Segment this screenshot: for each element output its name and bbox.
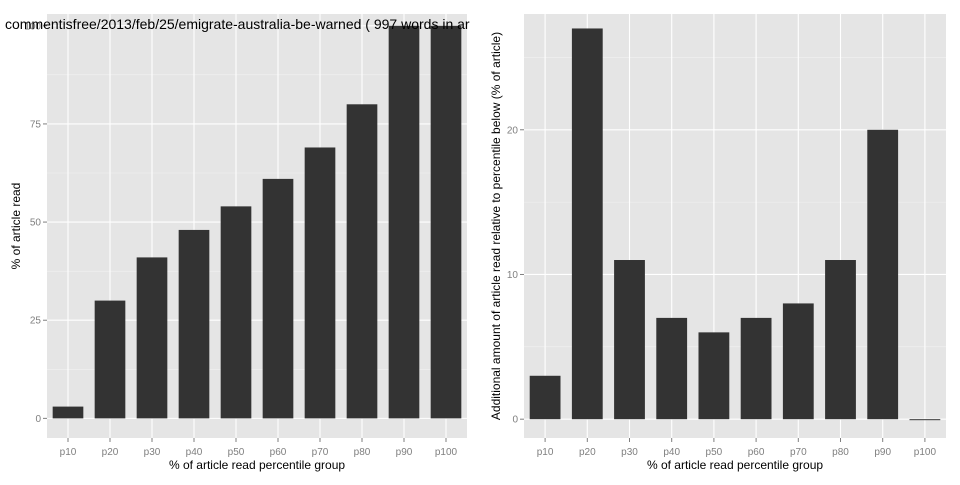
x-tick-label: p50 bbox=[706, 447, 723, 458]
x-tick-label: p40 bbox=[663, 447, 680, 458]
y-tick-label: 75 bbox=[30, 119, 42, 130]
bar-p20 bbox=[571, 28, 603, 420]
chart-title: commentisfree/2013/feb/25/emigrate-austr… bbox=[5, 16, 470, 32]
bar-p100 bbox=[909, 419, 941, 421]
y-tick-label: 50 bbox=[30, 218, 42, 229]
x-tick-label: p70 bbox=[312, 447, 329, 458]
x-tick-label: p100 bbox=[914, 447, 937, 458]
x-tick-label: p10 bbox=[60, 447, 77, 458]
chart-panel-1: 0 25 50 75 100 p10 p20 p30 p40 p50 p60 p70 p80 p90 p10… bbox=[5, 14, 470, 472]
x-tick-label: p80 bbox=[832, 447, 849, 458]
x-axis-title: % of article read percentile group bbox=[169, 458, 345, 472]
bar-p70 bbox=[304, 147, 336, 419]
y-tick-label: 0 bbox=[512, 415, 518, 426]
bar-p100 bbox=[430, 25, 462, 419]
x-tick-label: p50 bbox=[228, 447, 245, 458]
x-tick-label: p70 bbox=[790, 447, 807, 458]
bar-p50 bbox=[220, 206, 252, 419]
bar-p70 bbox=[782, 303, 814, 420]
bar-p50 bbox=[698, 332, 730, 420]
x-tick-label: p30 bbox=[621, 447, 638, 458]
x-tick-label: p10 bbox=[537, 447, 554, 458]
x-tick-label: p100 bbox=[435, 447, 458, 458]
x-tick-label: p60 bbox=[270, 447, 287, 458]
bar-p40 bbox=[656, 317, 688, 420]
bar-p80 bbox=[346, 104, 378, 419]
bar-p90 bbox=[388, 25, 420, 419]
y-tick-label: 100 bbox=[24, 21, 41, 32]
x-tick-label: p90 bbox=[874, 447, 891, 458]
x-tick-label: p80 bbox=[354, 447, 371, 458]
x-tick-label: p20 bbox=[102, 447, 119, 458]
x-tick-label: p60 bbox=[748, 447, 765, 458]
bar-p80 bbox=[825, 260, 856, 420]
x-tick-label: p40 bbox=[186, 447, 203, 458]
y-tick-label: 0 bbox=[35, 414, 41, 425]
chart-panel-2: 0 10 20 p10 p20 p30 p40 p50 p60 p70 p80 p90 p100 % of… bbox=[489, 14, 946, 472]
bar-p40 bbox=[178, 229, 210, 419]
y-tick-label: 20 bbox=[507, 125, 519, 136]
x-axis-title: % of article read percentile group bbox=[647, 458, 823, 472]
bar-p10 bbox=[52, 406, 84, 419]
bar-p20 bbox=[94, 300, 126, 419]
x-tick-label: p20 bbox=[579, 447, 596, 458]
bar-p30 bbox=[136, 257, 168, 419]
bar-p30 bbox=[614, 260, 645, 420]
x-tick-label: p30 bbox=[144, 447, 161, 458]
y-tick-label: 25 bbox=[30, 316, 42, 327]
x-tick-label: p90 bbox=[396, 447, 413, 458]
bar-p60 bbox=[740, 317, 772, 420]
y-tick-label: 10 bbox=[507, 270, 519, 281]
y-axis-title: Additional amount of article read relati… bbox=[489, 32, 503, 420]
bar-p60 bbox=[262, 178, 294, 419]
y-axis-title: % of article read bbox=[9, 183, 23, 270]
bar-p90 bbox=[867, 129, 899, 420]
bar-p10 bbox=[529, 375, 561, 420]
